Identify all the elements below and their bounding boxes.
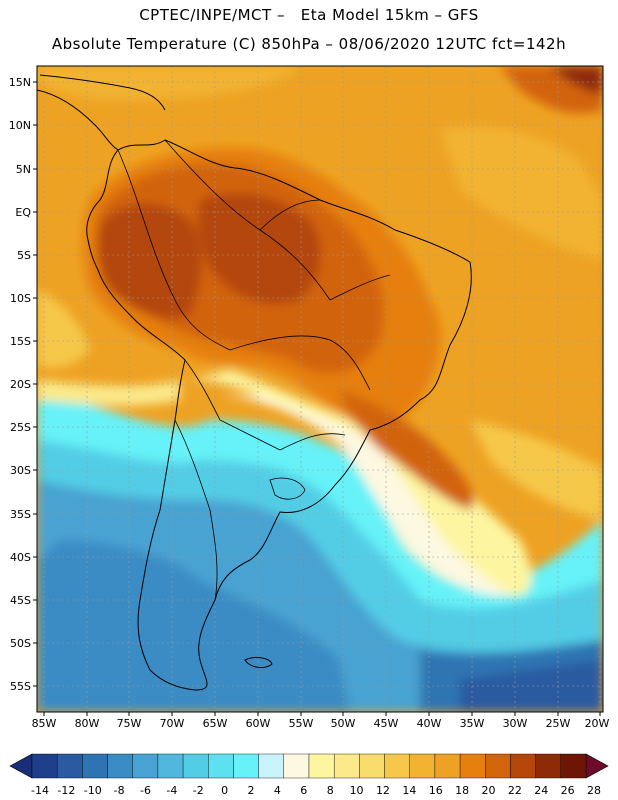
colorbar-swatch: [283, 753, 310, 779]
lon-label: 70W: [160, 717, 185, 730]
colorbar-swatch: [157, 753, 184, 779]
coastlines: [37, 74, 472, 691]
colorbar-label: -10: [84, 784, 102, 797]
lon-label: 65W: [203, 717, 228, 730]
colorbar-label: 12: [376, 784, 390, 797]
colorbar-swatch: [308, 753, 335, 779]
colorbar-swatch: [384, 753, 410, 779]
longitude-labels: 85W 80W 75W 70W 65W 60W 55W 50W 45W 40W …: [32, 717, 610, 730]
colorbar-swatch: [510, 753, 536, 779]
colorbar-swatch: [107, 753, 133, 779]
lon-label: 20W: [585, 717, 610, 730]
lat-label: 20S: [10, 378, 31, 391]
colorbar-swatch: [409, 753, 436, 779]
axis-ticks: [33, 81, 601, 716]
colorbar-label: 0: [221, 784, 228, 797]
lat-label: 15S: [10, 335, 31, 348]
colorbar: -14 -12 -10 -8 -6 -4 -2 0 2 4 6 8 10 12 14 16 18 20 22 24 26…: [9, 753, 609, 797]
colorbar-label: 10: [350, 784, 364, 797]
lon-label: 80W: [75, 717, 100, 730]
colorbar-label: 6: [300, 784, 307, 797]
colorbar-swatch: [485, 753, 511, 779]
lat-label: 5S: [17, 249, 31, 262]
lat-label: 50S: [10, 637, 31, 650]
central-america-coastline: [37, 89, 119, 151]
lat-label: 55S: [10, 680, 31, 693]
colorbar-low-arrow: [9, 753, 33, 779]
lat-label: 40S: [10, 551, 31, 564]
lat-label: 30S: [10, 464, 31, 477]
colorbar-label: 20: [481, 784, 495, 797]
colorbar-label: 22: [508, 784, 522, 797]
colorbar-label: 14: [402, 784, 416, 797]
south-america-coastline: [86, 139, 472, 691]
lon-label: 50W: [331, 717, 356, 730]
colorbar-swatch: [535, 753, 562, 779]
colorbar-swatch: [233, 753, 259, 779]
colorbar-swatch: [560, 753, 587, 779]
falkland-islands: [244, 656, 273, 668]
lon-label: 45W: [374, 717, 399, 730]
latitude-labels: 15N 10N 5N EQ 5S 10S 15S 20S 25S 30S 35S…: [9, 76, 32, 693]
colorbar-label: -8: [114, 784, 125, 797]
lon-label: 35W: [460, 717, 485, 730]
colorbar-swatch: [208, 753, 234, 779]
temperature-field: [37, 66, 603, 712]
lon-label: 55W: [289, 717, 314, 730]
colorbar-label: 18: [455, 784, 469, 797]
colorbar-label: -12: [57, 784, 75, 797]
lat-label: 10N: [9, 119, 31, 132]
colorbar-label: 4: [274, 784, 281, 797]
lon-label: 30W: [503, 717, 528, 730]
lat-label: 25S: [10, 421, 31, 434]
colorbar-label: 2: [248, 784, 255, 797]
colorbar-label: -6: [140, 784, 151, 797]
colorbar-label: 24: [534, 784, 548, 797]
lon-label: 85W: [32, 717, 57, 730]
lat-label: EQ: [15, 206, 31, 219]
colorbar-swatch: [56, 753, 83, 779]
lon-label: 60W: [246, 717, 271, 730]
colorbar-swatch: [31, 753, 58, 779]
colorbar-swatch: [82, 753, 108, 779]
colorbar-swatch: [359, 753, 385, 779]
country-borders: [117, 139, 391, 601]
colorbar-label: 8: [327, 784, 334, 797]
colorbar-swatch: [333, 753, 360, 779]
lat-label: 5N: [16, 163, 31, 176]
colorbar-label: 26: [561, 784, 575, 797]
colorbar-label: 28: [587, 784, 601, 797]
lat-label: 35S: [10, 508, 31, 521]
map-frame: [36, 65, 604, 713]
colorbar-label: 16: [429, 784, 443, 797]
lat-label: 45S: [10, 594, 31, 607]
colorbar-label: -14: [31, 784, 49, 797]
lon-label: 40W: [417, 717, 442, 730]
chart-title: CPTEC/INPE/MCT – Eta Model 15km – GFS: [139, 6, 479, 24]
caribbean-coast: [39, 74, 166, 111]
lon-label: 25W: [546, 717, 571, 730]
lon-label: 75W: [117, 717, 142, 730]
colorbar-swatch: [182, 753, 209, 779]
lat-label: 15N: [9, 76, 31, 89]
colorbar-swatch: [459, 753, 486, 779]
colorbar-high-arrow: [585, 753, 609, 779]
colorbar-label: -2: [193, 784, 204, 797]
chart-subtitle: Absolute Temperature (C) 850hPa – 08/06/…: [51, 35, 567, 53]
colorbar-swatch: [434, 753, 461, 779]
colorbar-label: -4: [166, 784, 177, 797]
colorbar-swatch: [132, 753, 159, 779]
lat-label: 10S: [10, 292, 31, 305]
graticule: [37, 66, 603, 712]
colorbar-swatch: [258, 753, 285, 779]
